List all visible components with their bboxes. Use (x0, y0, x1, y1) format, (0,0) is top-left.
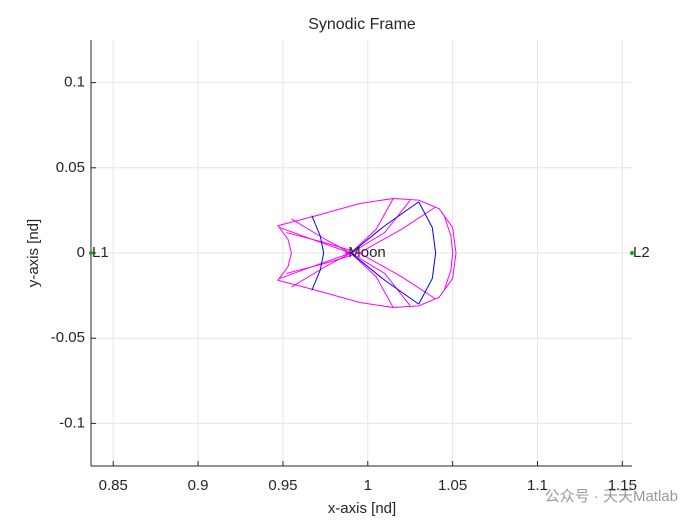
point (630, 251, 634, 255)
trajectory (418, 201, 437, 305)
chart-title: Synodic Frame (308, 16, 416, 33)
x-tick-label: 1.05 (438, 477, 467, 494)
point-label: L2 (633, 244, 650, 261)
point-label: Moon (348, 244, 386, 261)
y-tick-label: 0 (77, 244, 85, 261)
y-tick-label: 0.05 (56, 159, 85, 176)
x-tick-label: 1.1 (527, 477, 548, 494)
trajectory (286, 206, 436, 274)
point (89, 251, 93, 255)
point-label: L1 (92, 244, 109, 261)
x-tick-label: 0.9 (188, 477, 209, 494)
y-axis-label: y-axis [nd] (25, 219, 42, 287)
x-axis-label: x-axis [nd] (328, 500, 396, 517)
trajectory (443, 215, 454, 291)
y-tick-label: -0.1 (59, 414, 85, 431)
trajectory (311, 215, 325, 291)
x-tick-label: 0.95 (268, 477, 297, 494)
y-tick-label: -0.05 (51, 329, 85, 346)
x-tick-label: 0.85 (99, 477, 128, 494)
trajectory (286, 232, 436, 300)
trajectory (279, 226, 411, 307)
point (345, 251, 350, 255)
x-tick-label: 1.15 (608, 477, 637, 494)
trajectory (350, 201, 419, 254)
y-tick-label: 0.1 (64, 74, 85, 91)
grid (91, 40, 632, 466)
x-tick-label: 1 (364, 477, 372, 494)
watermark: 公众号 · 天天Matlab (545, 488, 678, 505)
trajectory (279, 199, 411, 280)
trajectory (350, 252, 419, 305)
